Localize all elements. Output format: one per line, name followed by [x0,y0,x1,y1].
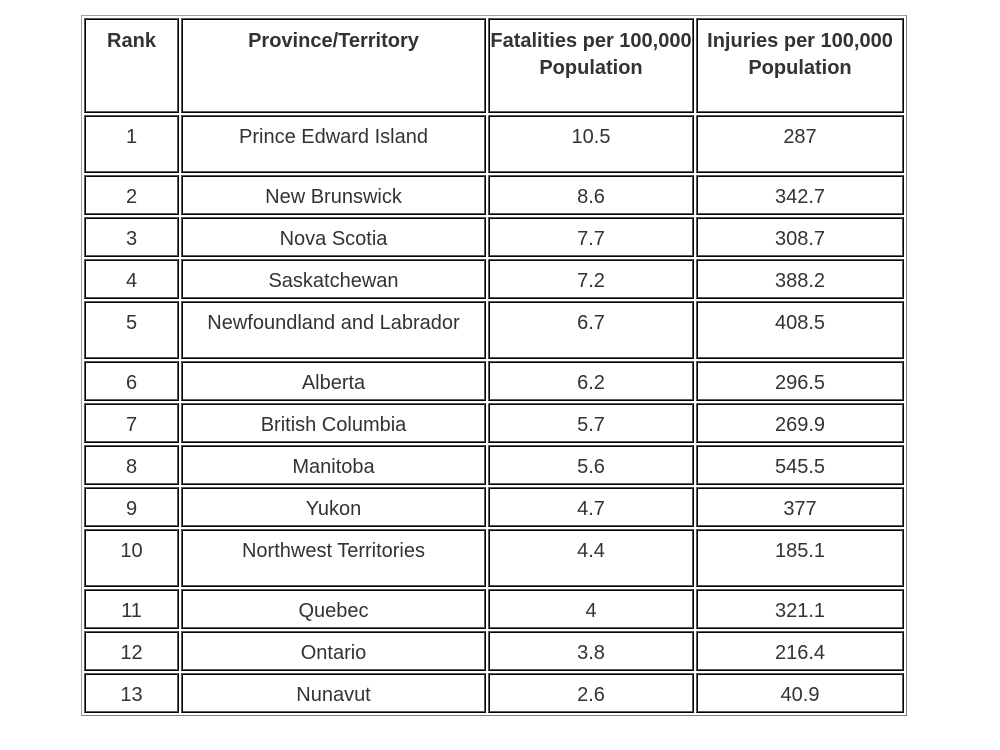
cell-rank: 9 [84,487,179,527]
cell-province: Saskatchewan [181,259,486,299]
cell-fatalities: 4.4 [488,529,694,587]
cell-rank: 10 [84,529,179,587]
cell-fatalities: 6.7 [488,301,694,359]
cell-fatalities: 10.5 [488,115,694,173]
cell-rank: 1 [84,115,179,173]
table-row: 13 Nunavut 2.6 40.9 [84,673,904,713]
table-row: 8 Manitoba 5.6 545.5 [84,445,904,485]
cell-province: Nova Scotia [181,217,486,257]
cell-rank: 13 [84,673,179,713]
table-header-row: Rank Province/Territory Fatalities per 1… [84,18,904,113]
table-row: 2 New Brunswick 8.6 342.7 [84,175,904,215]
cell-injuries: 296.5 [696,361,904,401]
cell-province: Ontario [181,631,486,671]
table-container: Rank Province/Territory Fatalities per 1… [81,15,907,716]
table-row: 4 Saskatchewan 7.2 388.2 [84,259,904,299]
cell-injuries: 321.1 [696,589,904,629]
cell-fatalities: 6.2 [488,361,694,401]
cell-rank: 2 [84,175,179,215]
table-row: 7 British Columbia 5.7 269.9 [84,403,904,443]
header-province: Province/Territory [181,18,486,113]
cell-injuries: 342.7 [696,175,904,215]
cell-rank: 3 [84,217,179,257]
cell-province: British Columbia [181,403,486,443]
cell-injuries: 40.9 [696,673,904,713]
table-row: 3 Nova Scotia 7.7 308.7 [84,217,904,257]
cell-rank: 5 [84,301,179,359]
cell-province: Yukon [181,487,486,527]
cell-fatalities: 5.7 [488,403,694,443]
cell-fatalities: 2.6 [488,673,694,713]
cell-injuries: 269.9 [696,403,904,443]
table-row: 5 Newfoundland and Labrador 6.7 408.5 [84,301,904,359]
cell-injuries: 287 [696,115,904,173]
cell-fatalities: 4.7 [488,487,694,527]
cell-fatalities: 3.8 [488,631,694,671]
table-row: 10 Northwest Territories 4.4 185.1 [84,529,904,587]
cell-province: Northwest Territories [181,529,486,587]
cell-fatalities: 7.2 [488,259,694,299]
cell-province: Newfoundland and Labrador [181,301,486,359]
provincial-injury-fatality-table: Rank Province/Territory Fatalities per 1… [81,15,907,716]
cell-fatalities: 5.6 [488,445,694,485]
cell-rank: 12 [84,631,179,671]
cell-fatalities: 7.7 [488,217,694,257]
cell-injuries: 185.1 [696,529,904,587]
cell-injuries: 377 [696,487,904,527]
cell-injuries: 388.2 [696,259,904,299]
cell-rank: 7 [84,403,179,443]
header-rank: Rank [84,18,179,113]
cell-province: Manitoba [181,445,486,485]
table-row: 12 Ontario 3.8 216.4 [84,631,904,671]
cell-rank: 6 [84,361,179,401]
cell-province: Prince Edward Island [181,115,486,173]
cell-rank: 11 [84,589,179,629]
cell-fatalities: 4 [488,589,694,629]
cell-province: Quebec [181,589,486,629]
header-injuries: Injuries per 100,000 Population [696,18,904,113]
cell-fatalities: 8.6 [488,175,694,215]
cell-injuries: 308.7 [696,217,904,257]
table-row: 9 Yukon 4.7 377 [84,487,904,527]
cell-rank: 8 [84,445,179,485]
cell-rank: 4 [84,259,179,299]
table-row: 11 Quebec 4 321.1 [84,589,904,629]
table-row: 1 Prince Edward Island 10.5 287 [84,115,904,173]
table-row: 6 Alberta 6.2 296.5 [84,361,904,401]
cell-injuries: 545.5 [696,445,904,485]
cell-province: Nunavut [181,673,486,713]
cell-injuries: 216.4 [696,631,904,671]
header-fatalities: Fatalities per 100,000 Population [488,18,694,113]
cell-province: New Brunswick [181,175,486,215]
cell-province: Alberta [181,361,486,401]
cell-injuries: 408.5 [696,301,904,359]
